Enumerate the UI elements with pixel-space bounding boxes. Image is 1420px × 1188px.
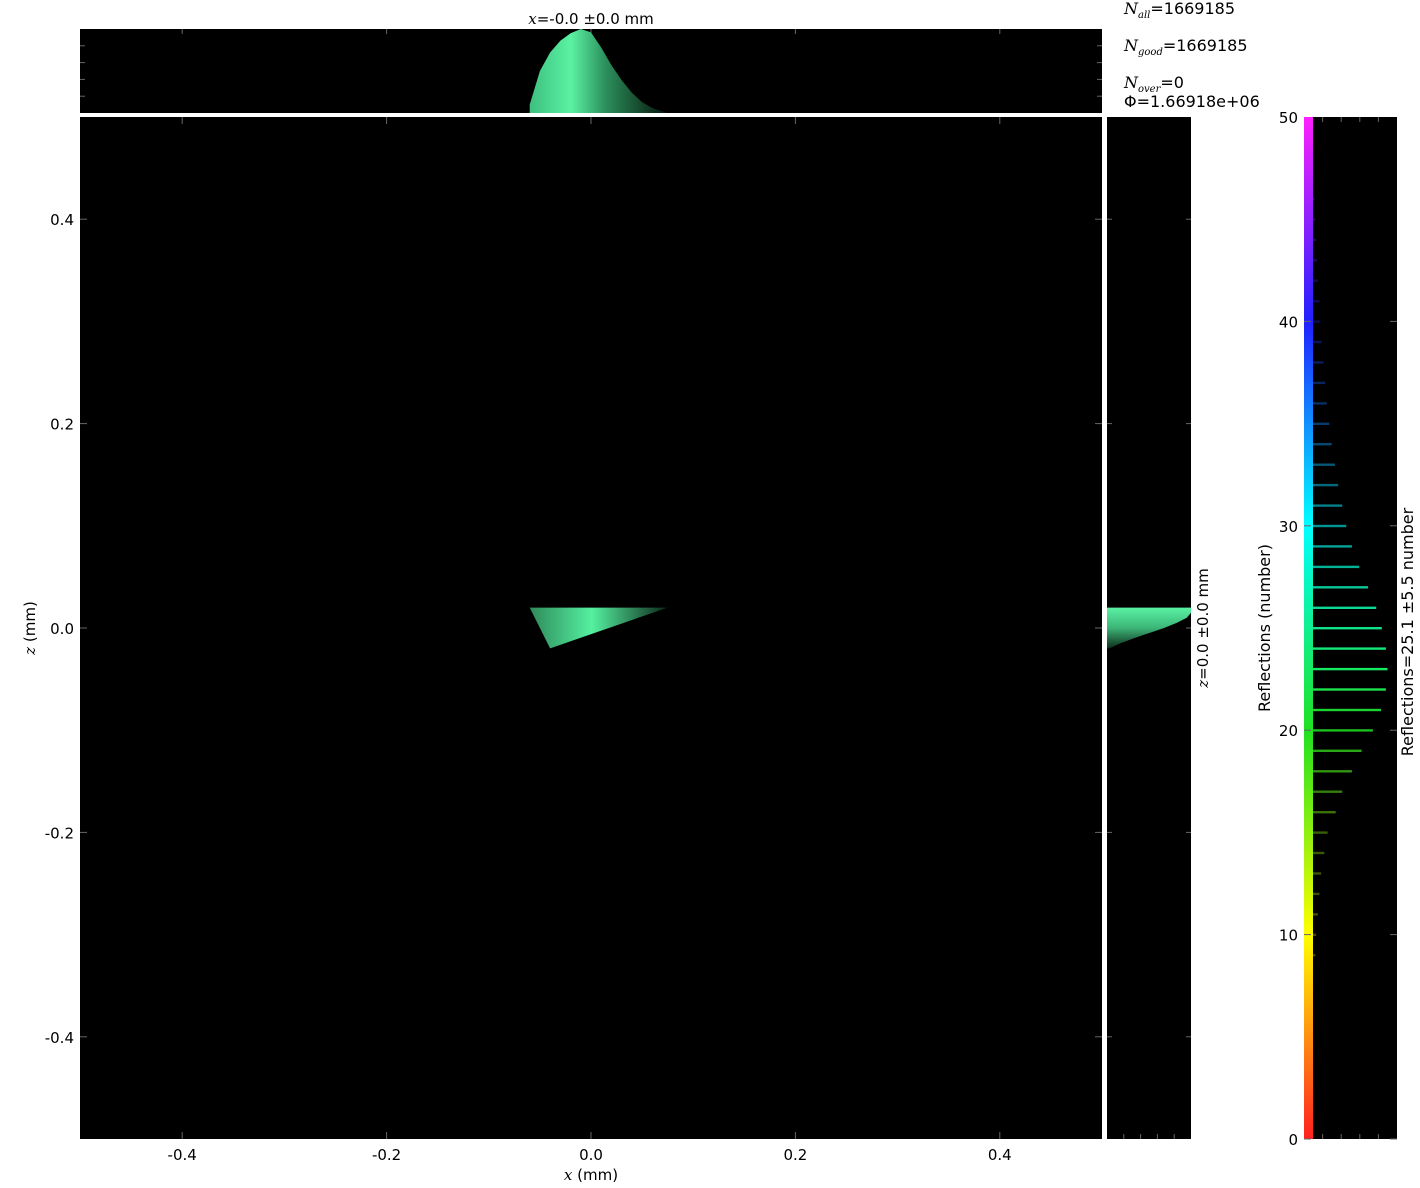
reflections-bin (1313, 218, 1316, 221)
z-tick-label: 0.0 (50, 620, 74, 638)
colorbar-tick-label: 40 (1279, 313, 1298, 331)
reflections-bin (1313, 892, 1320, 896)
x-tick-label: 0.0 (579, 1146, 603, 1164)
n-all-stat: Nall=1669185 (1124, 0, 1236, 22)
colorbar-stat-label: Reflections=25.1 ±5.5 number (1398, 507, 1417, 756)
reflections-bin (1313, 361, 1324, 364)
reflections-bin (1313, 197, 1315, 201)
z-tick-label: -0.2 (45, 824, 74, 842)
colorbar-strip (1304, 117, 1313, 1139)
reflections-bin (1313, 627, 1382, 630)
z-tick-label: -0.4 (45, 1029, 74, 1047)
colorbar-ticks (1304, 117, 1397, 1140)
reflections-bin (1313, 954, 1316, 957)
reflections-bin (1313, 320, 1321, 323)
reflections-bin (1313, 586, 1369, 589)
reflections-bin (1313, 872, 1322, 875)
reflections-bin (1313, 259, 1317, 262)
x-tick-label: 0.2 (783, 1146, 807, 1164)
beam-footprint (529, 607, 668, 649)
x-histogram (529, 29, 668, 113)
n-over-stat: Nover=0 (1124, 73, 1184, 96)
reflections-bin (1313, 402, 1327, 405)
colorbar-tick-label: 0 (1288, 1131, 1298, 1149)
reflections-bin (1313, 667, 1388, 671)
z-axis-label: z (mm) (21, 601, 39, 656)
reflections-bin (1313, 279, 1318, 282)
reflections-bin (1313, 422, 1330, 425)
reflections-bin (1313, 483, 1339, 487)
reflections-bin (1313, 238, 1317, 241)
reflections-bin (1313, 340, 1322, 344)
reflections-bin (1313, 381, 1326, 385)
reflections-bin (1313, 851, 1325, 855)
reflections-bin (1313, 688, 1386, 691)
reflections-bin (1313, 913, 1318, 916)
colorbar-tick-labels: 0 10 20 30 40 50 (1279, 109, 1298, 1149)
reflections-bin (1313, 565, 1360, 569)
reflections-bin (1313, 790, 1343, 793)
reflections-bin (1313, 300, 1320, 303)
z-histogram (1107, 607, 1191, 649)
x-tick-labels: -0.4 -0.2 0.0 0.2 0.4 (168, 1146, 1012, 1164)
reflections-bin (1313, 831, 1328, 834)
reflections-bin (1313, 606, 1377, 609)
main-ticks (80, 117, 1102, 1139)
reflections-bin (1313, 504, 1343, 507)
reflections-bin (1313, 708, 1381, 712)
colorbar-top-label: 50 (1279, 109, 1298, 127)
x-histogram-title: x=-0.0 ±0.0 mm (528, 10, 654, 28)
side-histogram-ticks (1107, 218, 1191, 1139)
colorbar-tick-label: 20 (1279, 722, 1298, 740)
colorbar-tick-label: 30 (1279, 518, 1298, 536)
x-axis-label: x (mm) (564, 1166, 618, 1184)
z-tick-label: 0.4 (50, 211, 74, 229)
reflections-bin (1313, 443, 1332, 446)
reflections-bin (1313, 729, 1373, 732)
x-tick-label: -0.4 (168, 1146, 197, 1164)
reflections-bin (1313, 749, 1362, 752)
reflections-bin (1313, 545, 1352, 548)
reflections-bin (1313, 770, 1352, 773)
x-tick-label: 0.4 (988, 1146, 1012, 1164)
flux-stat: Φ=1.66918e+06 (1124, 92, 1260, 111)
reflections-histogram (1313, 197, 1388, 957)
x-tick-label: -0.2 (372, 1146, 401, 1164)
z-tick-label: 0.2 (50, 416, 74, 434)
colorbar-label: Reflections (number) (1255, 544, 1274, 712)
z-tick-labels: -0.4 -0.2 0.0 0.2 0.4 (45, 211, 74, 1047)
n-good-stat: Ngood=1669185 (1124, 36, 1248, 59)
reflections-bin (1313, 811, 1336, 814)
colorbar-tick-label: 10 (1279, 927, 1298, 945)
reflections-bin (1313, 647, 1386, 650)
reflections-bin (1313, 524, 1347, 528)
reflections-bin (1313, 933, 1317, 936)
reflections-bin (1313, 463, 1335, 466)
z-histogram-label: z=0.0 ±0.0 mm (1194, 568, 1212, 689)
